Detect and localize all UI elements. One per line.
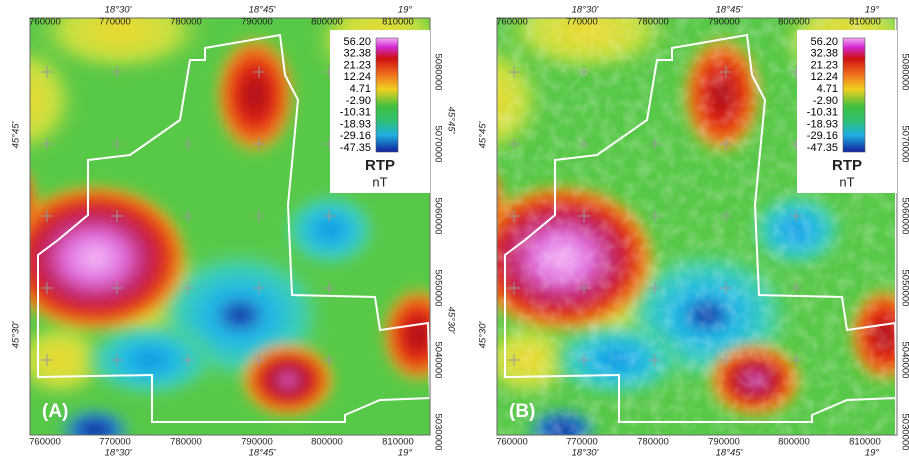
anomaly [213,33,297,157]
northing-label: 5030000 [899,414,909,451]
easting-label: 780000 [637,17,669,28]
legend-value: 32.38 [343,48,371,60]
easting-label: 790000 [708,437,740,448]
latitude-label: 45°45' [478,120,489,148]
longitude-label: 18°45' [249,5,277,16]
northing-label: 5050000 [432,270,443,307]
easting-label: 760000 [29,17,61,28]
legend-value: -18.93 [340,118,371,130]
legend-value: 32.38 [810,48,838,60]
anomaly [240,342,336,418]
longitude-label: 18°30' [105,5,133,16]
longitude-label: 18°45' [716,448,744,457]
easting-label: 760000 [496,437,528,448]
easting-label: 800000 [311,437,343,448]
legend-unit: nT [839,174,854,189]
legend-value: 56.20 [343,36,371,48]
longitude-label: 18°45' [716,5,744,16]
map-panel: 760000 760000 5080000 770000 770000 5070000 78… [427,0,909,457]
legend-value: 21.23 [810,59,838,71]
northing-label: 5030000 [432,414,443,451]
easting-label: 800000 [778,437,810,448]
northing-label: 5050000 [899,270,909,307]
longitude-label: 18°30' [572,5,600,16]
easting-label: 800000 [778,17,810,28]
easting-label: 770000 [566,17,598,28]
easting-label: 810000 [382,17,414,28]
easting-label: 770000 [99,17,131,28]
longitude-label: 18°30' [572,448,600,457]
legend-value: -18.93 [807,118,838,130]
legend-value: -10.31 [807,107,838,119]
anomaly [380,285,456,385]
legend-title: RTP [832,157,862,174]
legend-value: -47.35 [807,142,838,154]
northing-label: 5080000 [899,54,909,91]
anomaly [0,183,190,333]
legend-value: 56.20 [810,36,838,48]
northing-label: 5060000 [899,198,909,235]
longitude-label: 18°45' [249,448,277,457]
legend-title: RTP [365,157,395,174]
legend-value: 21.23 [343,59,371,71]
legend-value: 4.71 [817,83,838,95]
latitude-label: 45°45' [11,120,22,148]
easting-label: 780000 [637,437,669,448]
latitude-label: 45°45' [445,107,456,135]
easting-label: 810000 [382,437,414,448]
legend-value: 4.71 [350,83,371,95]
panel-label: (B) [509,401,535,422]
color-bar [376,38,398,152]
northing-label: 5070000 [432,126,443,163]
map-panel: 760000 760000 5080000 770000 770000 5070000 78… [0,0,456,457]
northing-label: 5040000 [432,342,443,379]
easting-label: 790000 [241,437,273,448]
latitude-label: 45°30' [445,307,456,335]
northing-label: 5040000 [899,342,909,379]
easting-label: 780000 [170,437,202,448]
legend-value: -2.90 [813,95,838,107]
legend-value: 12.24 [810,71,838,83]
legend-value: -47.35 [340,142,371,154]
northing-label: 5060000 [432,198,443,235]
easting-label: 790000 [708,17,740,28]
easting-label: 760000 [29,437,61,448]
longitude-label: 19° [398,448,413,457]
northing-label: 5070000 [899,126,909,163]
longitude-label: 19° [865,448,880,457]
anomaly [210,293,270,337]
northing-label: 5080000 [432,54,443,91]
legend-value: -10.31 [340,107,371,119]
longitude-label: 18°30' [105,448,133,457]
panel-label: (A) [42,401,68,422]
easting-label: 810000 [849,17,881,28]
easting-label: 760000 [496,17,528,28]
easting-label: 770000 [566,437,598,448]
latitude-label: 45°30' [478,320,489,348]
anomaly [280,190,380,270]
legend-value: -29.16 [340,130,371,142]
legend: 56.2032.3821.2312.244.71-2.90-10.31-18.9… [330,30,430,193]
easting-label: 790000 [241,17,273,28]
easting-label: 770000 [99,437,131,448]
longitude-label: 19° [398,5,413,16]
color-bar [843,38,865,152]
legend-value: -2.90 [346,95,371,107]
legend-value: -29.16 [807,130,838,142]
easting-label: 780000 [170,17,202,28]
latitude-label: 45°30' [11,320,22,348]
legend: 56.2032.3821.2312.244.71-2.90-10.31-18.9… [797,30,897,193]
easting-label: 800000 [311,17,343,28]
figure: 760000 760000 5080000 770000 770000 5070000 78… [0,0,909,457]
longitude-label: 19° [865,5,880,16]
legend-value: 12.24 [343,71,371,83]
legend-unit: nT [372,174,387,189]
easting-label: 810000 [849,437,881,448]
